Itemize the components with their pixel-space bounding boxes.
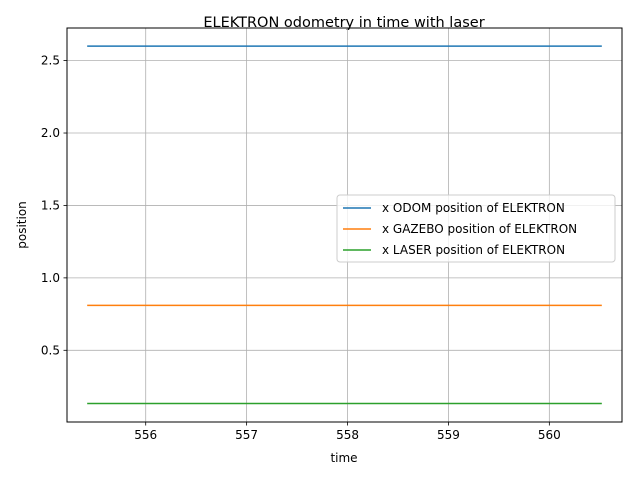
- y-tick-label: 2.5: [41, 54, 60, 68]
- plot-frame: [66, 27, 623, 423]
- legend-label-1: x ODOM position of ELEKTRON: [382, 201, 565, 215]
- x-tick-label: 556: [134, 428, 157, 442]
- y-tick-label: 1.5: [41, 198, 60, 212]
- y-tick-label: 2.0: [41, 126, 60, 140]
- x-tick-label: 557: [235, 428, 258, 442]
- chart-title: ELEKTRON odometry in time with laser: [203, 15, 484, 31]
- x-tick-label: 558: [336, 428, 359, 442]
- ticks: 556 557 558 559 560 0.5 1.0 1.5 2.0 2.5: [41, 54, 561, 442]
- x-axis-label: time: [330, 451, 357, 465]
- y-tick-label: 0.5: [41, 343, 60, 357]
- y-tick-label: 1.0: [41, 271, 60, 285]
- legend: x ODOM position of ELEKTRON x GAZEBO posi…: [336, 194, 616, 263]
- y-axis-label: position: [15, 201, 29, 249]
- legend-label-2: x GAZEBO position of ELEKTRON: [382, 222, 577, 236]
- x-tick-label: 559: [437, 428, 460, 442]
- x-tick-label: 560: [538, 428, 561, 442]
- legend-label-3: x LASER position of ELEKTRON: [382, 243, 565, 257]
- series-lines: [87, 45, 602, 405]
- legend-frame: [336, 194, 616, 263]
